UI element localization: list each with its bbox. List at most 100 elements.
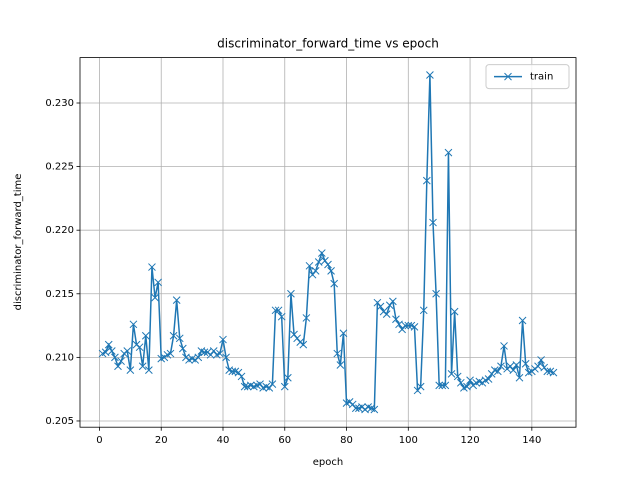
marker xyxy=(416,382,425,391)
marker xyxy=(293,334,301,343)
marker xyxy=(148,263,156,271)
marker xyxy=(234,368,243,377)
marker xyxy=(494,367,502,376)
marker xyxy=(506,362,515,371)
marker xyxy=(166,349,175,358)
marker xyxy=(324,260,332,269)
marker xyxy=(395,320,403,329)
marker xyxy=(330,279,339,288)
marker xyxy=(135,343,144,352)
marker xyxy=(500,342,508,350)
marker xyxy=(373,298,382,307)
marker xyxy=(429,218,437,227)
marker xyxy=(305,261,314,270)
marker xyxy=(117,357,125,366)
marker xyxy=(274,306,283,315)
legend-box xyxy=(485,64,570,90)
marker xyxy=(509,366,518,374)
marker xyxy=(317,249,326,257)
marker xyxy=(426,71,434,79)
marker xyxy=(404,321,413,330)
marker xyxy=(268,380,277,388)
marker xyxy=(351,404,360,413)
marker xyxy=(222,353,230,362)
marker xyxy=(237,372,246,381)
marker xyxy=(540,363,549,372)
marker xyxy=(311,267,320,275)
marker xyxy=(466,376,474,385)
x-tick-label: 40 xyxy=(217,435,230,446)
marker xyxy=(348,400,357,409)
marker xyxy=(456,378,465,387)
marker xyxy=(219,335,227,344)
marker xyxy=(487,370,496,378)
marker xyxy=(512,361,521,369)
marker xyxy=(151,293,159,302)
marker xyxy=(410,322,419,331)
marker xyxy=(178,344,187,353)
marker xyxy=(302,314,311,322)
marker xyxy=(175,334,184,343)
marker xyxy=(534,362,542,371)
marker xyxy=(441,381,450,390)
marker xyxy=(453,372,462,381)
marker xyxy=(447,370,456,378)
chart-title: discriminator_forward_time vs epoch xyxy=(217,37,439,51)
y-tick-label: 0.220 xyxy=(45,225,74,236)
marker xyxy=(336,361,345,369)
x-tick-label: 60 xyxy=(278,435,291,446)
marker xyxy=(154,278,162,287)
plot-frame xyxy=(79,57,577,428)
marker xyxy=(138,362,147,371)
marker xyxy=(392,315,400,324)
marker xyxy=(111,353,119,362)
marker xyxy=(413,386,422,395)
marker xyxy=(228,367,237,376)
marker xyxy=(370,405,379,414)
x-tick-label: 0 xyxy=(96,435,102,446)
marker xyxy=(401,321,410,330)
marker xyxy=(549,368,558,377)
marker xyxy=(314,258,323,266)
marker xyxy=(435,381,444,390)
marker xyxy=(389,297,397,306)
marker xyxy=(256,380,264,388)
marker xyxy=(438,381,447,390)
legend-marker xyxy=(504,72,512,81)
y-tick-label: 0.230 xyxy=(45,98,74,109)
marker xyxy=(209,347,218,355)
marker xyxy=(398,325,406,334)
legend-label: train xyxy=(530,72,553,83)
marker xyxy=(463,382,471,391)
y-tick-label: 0.225 xyxy=(45,162,74,173)
marker xyxy=(271,306,280,315)
marker xyxy=(422,176,431,185)
marker xyxy=(450,307,459,316)
marker xyxy=(327,267,335,275)
x-tick-label: 100 xyxy=(399,435,418,446)
marker xyxy=(280,382,289,391)
marker xyxy=(515,373,524,382)
marker xyxy=(339,329,348,338)
marker xyxy=(216,349,224,358)
marker xyxy=(200,348,209,357)
marker xyxy=(206,350,215,359)
marker xyxy=(484,375,493,383)
marker xyxy=(169,331,178,340)
marker xyxy=(299,340,308,349)
x-axis-label: epoch xyxy=(313,457,343,468)
marker xyxy=(277,312,286,321)
marker xyxy=(290,330,298,339)
x-tick-label: 120 xyxy=(461,435,480,446)
marker xyxy=(126,366,135,374)
marker xyxy=(382,310,391,318)
marker xyxy=(123,347,132,355)
marker xyxy=(518,316,527,325)
marker xyxy=(385,301,394,310)
marker xyxy=(521,359,530,368)
marker xyxy=(444,148,453,157)
x-tick-label: 20 xyxy=(155,435,168,446)
marker xyxy=(308,270,317,279)
marker xyxy=(376,302,385,311)
